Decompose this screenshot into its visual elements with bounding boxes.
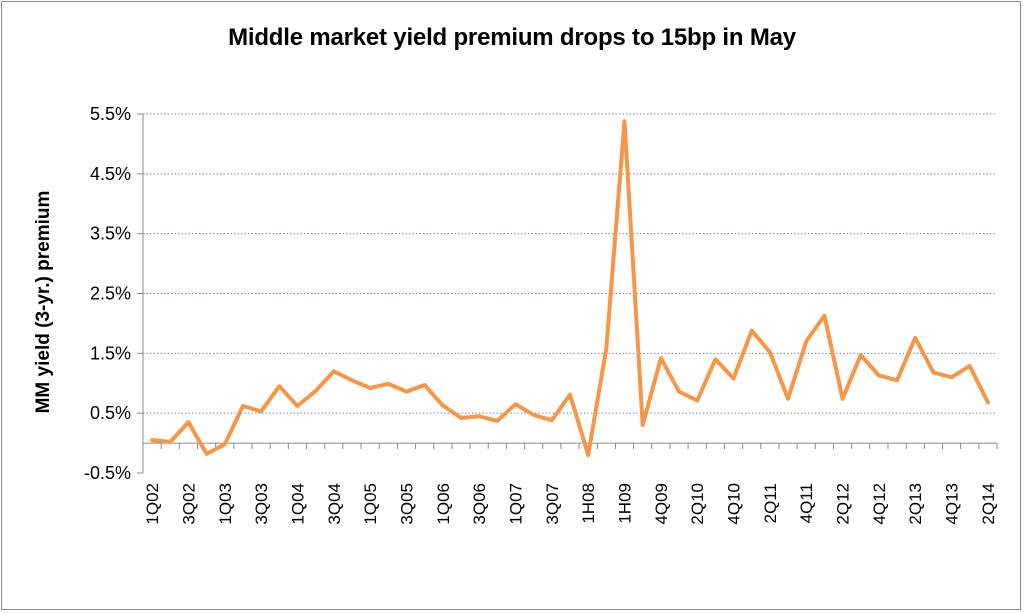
x-tick-label: 3Q03 <box>252 483 271 525</box>
data-point <box>205 452 209 456</box>
chart-title: Middle market yield premium drops to 15b… <box>228 24 796 51</box>
series-group <box>150 119 990 458</box>
data-point <box>241 404 245 408</box>
x-tick-label: 2Q10 <box>688 483 707 525</box>
data-point <box>441 403 445 407</box>
data-point <box>350 378 354 382</box>
x-tick-label: 2Q13 <box>906 483 925 525</box>
data-point <box>986 400 990 404</box>
x-tick-label: 3Q06 <box>470 483 489 525</box>
data-point <box>913 336 917 340</box>
data-point <box>804 339 808 343</box>
data-point <box>295 404 299 408</box>
data-point <box>586 453 590 457</box>
x-tick-label: 1Q05 <box>361 483 380 525</box>
data-point <box>168 440 172 444</box>
data-point <box>750 329 754 333</box>
axes <box>137 113 998 474</box>
x-tick-labels: 1Q02 3Q02 1Q03 3Q03 1Q04 3Q04 1Q05 3Q05 1Q06 3Q06… <box>143 483 998 525</box>
x-tick-label: 3Q02 <box>179 483 198 525</box>
data-point <box>332 369 336 373</box>
data-point <box>477 414 481 418</box>
y-tick-label: 4.5% <box>90 164 131 184</box>
data-point <box>659 356 663 360</box>
x-tick-label: 4Q13 <box>943 483 962 525</box>
data-point <box>604 347 608 351</box>
x-tick-label: 1Q04 <box>288 483 307 525</box>
data-point <box>895 378 899 382</box>
data-point <box>223 442 227 446</box>
data-point <box>950 375 954 379</box>
x-tick-label: 2Q11 <box>761 483 780 523</box>
x-tick-label: 2Q12 <box>834 483 853 525</box>
data-point <box>277 384 281 388</box>
y-tick-labels: 5.5% 4.5% 3.5% 2.5% 1.5% 0.5% -0.5% <box>84 104 131 483</box>
data-point <box>786 397 790 401</box>
x-tick-label: 1Q06 <box>434 483 453 525</box>
x-tick-label: 1H08 <box>579 483 598 524</box>
data-point <box>841 397 845 401</box>
data-point <box>314 389 318 393</box>
data-point <box>495 419 499 423</box>
data-point <box>822 314 826 318</box>
data-point <box>532 413 536 417</box>
series-line <box>150 119 990 458</box>
data-point <box>768 350 772 354</box>
y-tick-label: 2.5% <box>90 284 131 304</box>
x-tick-label: 3Q05 <box>397 483 416 525</box>
x-tick-label: 4Q10 <box>725 483 744 525</box>
x-tick-label: 1H09 <box>616 483 635 524</box>
data-point <box>641 423 645 427</box>
data-point <box>859 353 863 357</box>
data-point <box>186 420 190 424</box>
y-tick-label: 1.5% <box>90 343 131 363</box>
data-point <box>568 393 572 397</box>
data-point <box>459 416 463 420</box>
data-point <box>931 371 935 375</box>
data-point <box>423 383 427 387</box>
x-tick-label: 4Q12 <box>870 483 889 525</box>
y-tick-label: 3.5% <box>90 224 131 244</box>
x-tick-label: 2Q14 <box>979 483 998 525</box>
data-point <box>968 364 972 368</box>
x-tick-label: 3Q07 <box>543 483 562 525</box>
y-tick-label: -0.5% <box>84 463 131 483</box>
x-tick-label: 1Q03 <box>216 483 235 525</box>
data-point <box>386 382 390 386</box>
data-point <box>623 119 627 123</box>
data-point <box>514 402 518 406</box>
y-tick-label: 5.5% <box>90 104 131 124</box>
data-point <box>150 438 154 442</box>
x-tick-label: 1Q07 <box>506 483 525 525</box>
x-tick-label: 1Q02 <box>143 483 162 525</box>
x-tick-label: 3Q04 <box>325 483 344 525</box>
data-point <box>677 390 681 394</box>
data-point <box>695 399 699 403</box>
data-point <box>732 377 736 381</box>
x-tick-label: 4Q09 <box>652 483 671 525</box>
data-point <box>405 390 409 394</box>
data-point <box>877 374 881 378</box>
y-tick-label: 0.5% <box>90 403 131 423</box>
data-point <box>259 409 263 413</box>
gridlines <box>143 113 997 414</box>
data-point <box>368 386 372 390</box>
data-point <box>550 418 554 422</box>
data-point <box>713 357 717 361</box>
x-tick-label: 4Q11 <box>797 483 816 523</box>
